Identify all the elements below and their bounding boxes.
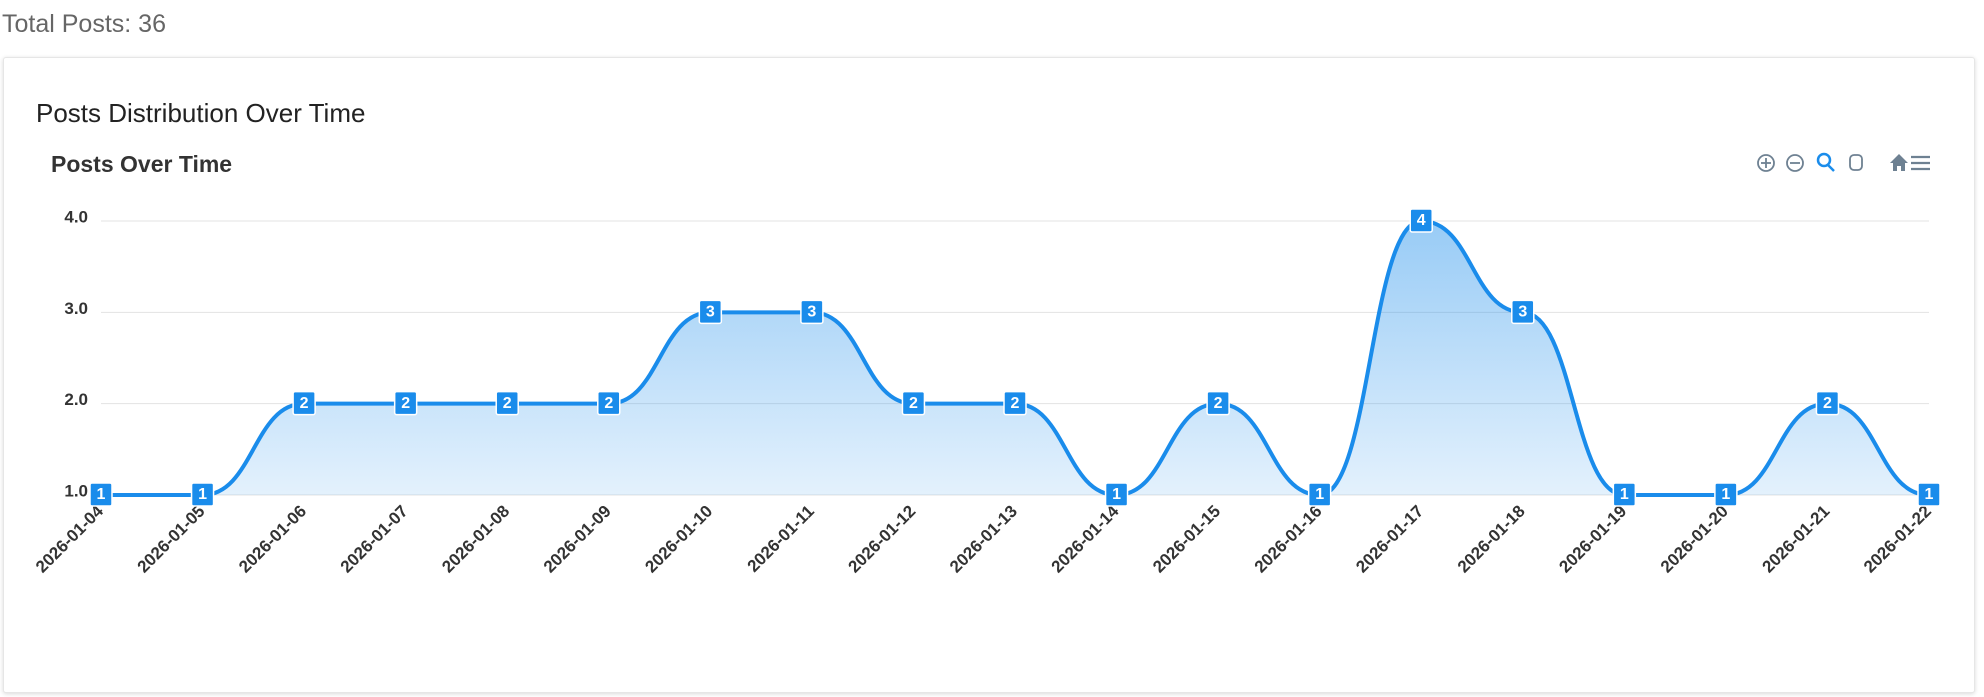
x-tick-label: 2026-01-06	[235, 502, 310, 577]
x-tick-label: 2026-01-15	[1149, 502, 1224, 577]
x-tick-label: 2026-01-19	[1555, 502, 1630, 577]
toolbar[interactable]	[1757, 152, 1930, 172]
x-tick-label: 2026-01-14	[1048, 501, 1123, 576]
value-label: 1	[1112, 486, 1121, 503]
value-label: 2	[1214, 395, 1223, 412]
value-label-box	[1511, 299, 1535, 325]
x-tick-label: 2026-01-04	[32, 501, 107, 576]
value-label-box	[1409, 208, 1433, 233]
value-label: 1	[1721, 486, 1730, 503]
x-tick-label: 2026-01-12	[845, 502, 920, 577]
value-label-box	[393, 390, 418, 416]
value-label-box	[800, 299, 824, 325]
value-label: 2	[909, 395, 918, 412]
x-tick-label: 2026-01-18	[1454, 502, 1529, 577]
chart-title: Posts Over Time	[51, 151, 232, 177]
x-tick-label: 2026-01-08	[438, 502, 513, 577]
value-label-box	[597, 390, 621, 416]
value-label-box	[901, 390, 926, 416]
value-label-box	[1307, 482, 1332, 507]
y-tick-label: 1.0	[64, 481, 88, 500]
value-label: 1	[1925, 486, 1934, 503]
x-tick-label: 2026-01-17	[1352, 502, 1427, 577]
value-label: 2	[1011, 395, 1020, 412]
value-label: 1	[198, 486, 207, 503]
x-tick-label: 2026-01-09	[540, 502, 615, 577]
pan[interactable]	[1849, 154, 1863, 171]
x-tick-label: 2026-01-11	[744, 502, 818, 576]
value-label: 3	[807, 304, 816, 321]
value-label-box	[292, 390, 316, 416]
x-tick-label: 2026-01-20	[1657, 502, 1732, 577]
x-tick-label: 2026-01-22	[1860, 502, 1935, 577]
value-label-box	[190, 482, 215, 507]
value-label: 1	[1620, 486, 1629, 503]
value-label: 2	[503, 395, 512, 412]
y-tick-label: 3.0	[64, 299, 88, 318]
value-label: 2	[300, 395, 309, 412]
value-label-box	[1206, 390, 1230, 416]
value-label-box	[1917, 482, 1941, 507]
x-tick-label: 2026-01-10	[641, 502, 716, 577]
value-label-box	[89, 482, 113, 507]
value-label-box	[1104, 482, 1129, 507]
x-tick-label: 2026-01-05	[134, 502, 209, 577]
value-label: 4	[1417, 212, 1426, 229]
zoom-in[interactable]	[1757, 154, 1775, 172]
value-label-box	[495, 390, 519, 416]
x-tick-label: 2026-01-21	[1759, 502, 1834, 577]
value-label-box	[1815, 390, 1840, 416]
value-label: 1	[1315, 486, 1324, 503]
zoom-out[interactable]	[1786, 154, 1804, 172]
total-posts: Total Posts: 36	[2, 10, 166, 38]
zoom-select[interactable]	[1816, 152, 1835, 172]
value-label: 3	[706, 304, 715, 321]
value-label-box	[1714, 482, 1738, 507]
y-tick-label: 2.0	[64, 390, 88, 409]
reset[interactable]	[1890, 154, 1908, 171]
x-tick-label: 2026-01-13	[946, 502, 1021, 577]
y-tick-label: 4.0	[64, 207, 88, 226]
value-label-box	[698, 299, 723, 325]
x-tick-label: 2026-01-16	[1251, 502, 1326, 577]
card: Posts Distribution Over Time	[3, 57, 1975, 693]
value-label: 2	[604, 395, 613, 412]
area-fill	[101, 221, 1929, 495]
value-label-box	[1612, 482, 1637, 507]
value-label-box	[1003, 390, 1027, 416]
value-label: 1	[97, 486, 106, 503]
x-tick-label: 2026-01-07	[337, 502, 412, 577]
menu[interactable]	[1911, 155, 1930, 171]
value-label: 2	[401, 395, 410, 412]
card-title: Posts Distribution Over Time	[36, 98, 366, 128]
value-label: 2	[1823, 395, 1832, 412]
value-label: 3	[1518, 304, 1527, 321]
